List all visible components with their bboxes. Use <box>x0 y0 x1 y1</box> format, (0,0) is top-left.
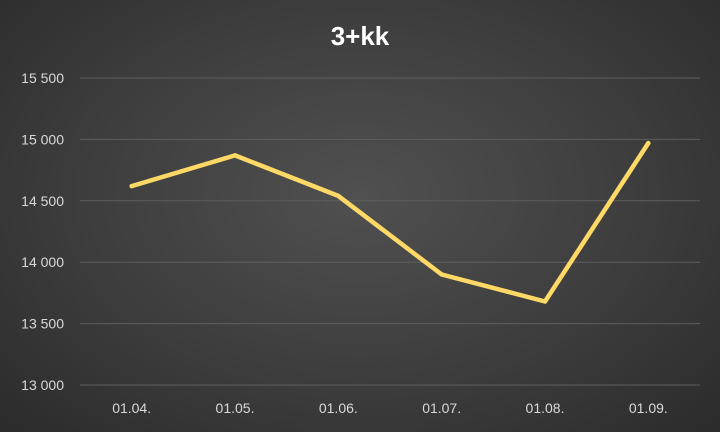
x-tick-label: 01.05. <box>216 400 255 416</box>
x-tick-label: 01.06. <box>319 400 358 416</box>
data-point <box>439 272 444 277</box>
y-tick-label: 13 000 <box>21 377 64 393</box>
y-axis-tick-labels: 13 000 13 500 14 000 14 500 15 000 15 500 <box>21 70 64 393</box>
x-tick-label: 01.04. <box>112 400 151 416</box>
x-tick-label: 01.08. <box>526 400 565 416</box>
x-axis-tick-labels: 01.04. 01.05. 01.06. 01.07. 01.08. 01.09. <box>112 400 668 416</box>
y-tick-label: 14 500 <box>21 193 64 209</box>
y-tick-label: 15 000 <box>21 131 64 147</box>
y-tick-label: 15 500 <box>21 70 64 86</box>
data-point <box>336 193 341 199</box>
series-line <box>129 140 651 304</box>
chart-title: 3+kk <box>331 21 390 51</box>
data-point <box>129 183 134 189</box>
y-tick-label: 14 000 <box>21 254 64 270</box>
data-point <box>646 140 651 146</box>
y-tick-label: 13 500 <box>21 316 64 332</box>
gridlines <box>80 77 700 386</box>
data-point <box>232 153 238 158</box>
data-point <box>542 299 548 304</box>
series-layer <box>129 140 651 304</box>
x-tick-label: 01.07. <box>422 400 461 416</box>
x-tick-label: 01.09. <box>629 400 668 416</box>
